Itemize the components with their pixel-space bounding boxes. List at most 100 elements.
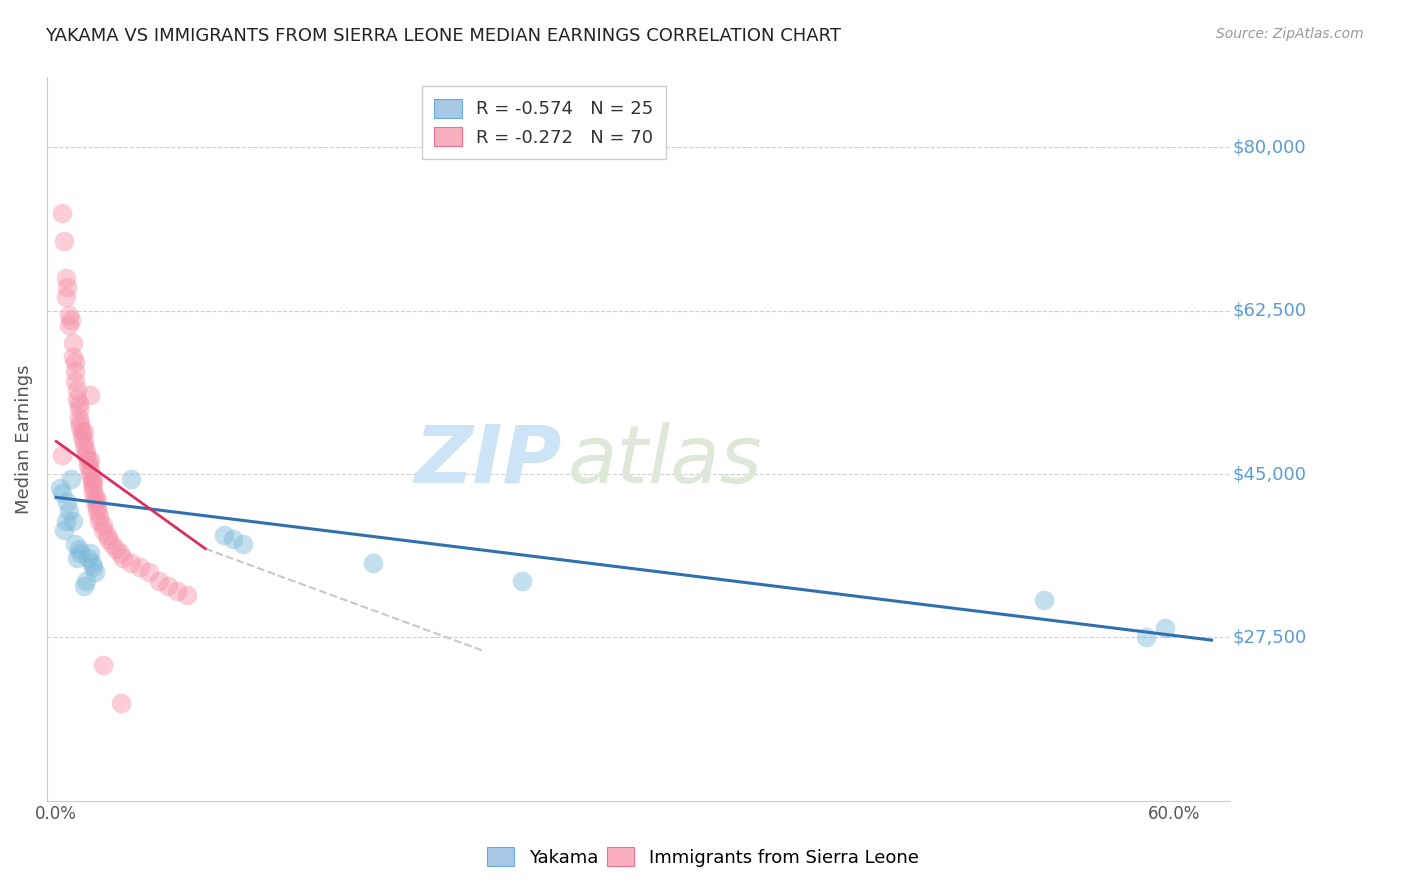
Point [67, 411, 90, 425]
Point [1135, 630, 1157, 644]
Point [82, 481, 104, 495]
Point [69, 546, 91, 560]
Point [156, 579, 179, 593]
Point [55, 271, 77, 285]
Point [58, 504, 80, 518]
Point [80, 556, 103, 570]
Point [120, 472, 142, 486]
Text: $80,000: $80,000 [1233, 138, 1306, 156]
Point [73, 579, 96, 593]
Point [82, 485, 104, 500]
Point [63, 355, 86, 369]
Point [84, 491, 107, 505]
Point [86, 493, 108, 508]
Text: ZIP: ZIP [415, 422, 561, 500]
Text: $45,000: $45,000 [1233, 465, 1306, 483]
Point [97, 533, 120, 547]
Point [49, 481, 72, 495]
Point [73, 425, 96, 439]
Point [75, 443, 97, 458]
Point [86, 504, 108, 518]
Point [120, 556, 142, 570]
Point [80, 476, 103, 491]
Point [66, 383, 89, 397]
Point [87, 514, 110, 528]
Point [361, 556, 384, 570]
Point [60, 472, 83, 486]
Legend: Yakama, Immigrants from Sierra Leone: Yakama, Immigrants from Sierra Leone [479, 840, 927, 874]
Point [51, 448, 73, 462]
Point [55, 290, 77, 304]
Point [63, 374, 86, 388]
Point [55, 514, 77, 528]
Point [79, 453, 101, 467]
Point [84, 565, 107, 579]
Point [67, 541, 90, 556]
Point [67, 397, 90, 411]
Point [73, 434, 96, 449]
Y-axis label: Median Earnings: Median Earnings [15, 364, 32, 514]
Text: atlas: atlas [568, 422, 762, 500]
Point [72, 425, 94, 439]
Legend: R = -0.574   N = 25, R = -0.272   N = 70: R = -0.574 N = 25, R = -0.272 N = 70 [422, 87, 666, 160]
Point [129, 560, 152, 574]
Point [510, 574, 533, 589]
Point [101, 537, 124, 551]
Point [51, 206, 73, 220]
Point [72, 430, 94, 444]
Point [63, 537, 86, 551]
Point [62, 351, 84, 365]
Point [1154, 621, 1177, 635]
Point [62, 514, 84, 528]
Point [58, 318, 80, 332]
Point [112, 551, 135, 566]
Text: $27,500: $27,500 [1233, 628, 1306, 647]
Point [104, 541, 127, 556]
Point [66, 392, 89, 407]
Point [91, 523, 114, 537]
Point [176, 588, 198, 602]
Point [52, 234, 75, 248]
Point [108, 546, 131, 560]
Point [212, 527, 235, 541]
Point [166, 583, 188, 598]
Point [84, 495, 107, 509]
Point [77, 453, 100, 467]
Point [75, 448, 97, 462]
Point [63, 364, 86, 378]
Point [58, 309, 80, 323]
Point [51, 485, 73, 500]
Point [77, 551, 100, 566]
Text: $62,500: $62,500 [1233, 301, 1306, 319]
Point [52, 523, 75, 537]
Text: YAKAMA VS IMMIGRANTS FROM SIERRA LEONE MEDIAN EARNINGS CORRELATION CHART: YAKAMA VS IMMIGRANTS FROM SIERRA LEONE M… [45, 27, 841, 45]
Point [91, 658, 114, 673]
Point [77, 458, 100, 472]
Point [138, 565, 160, 579]
Point [82, 560, 104, 574]
Point [79, 387, 101, 401]
Point [69, 416, 91, 430]
Point [82, 475, 104, 489]
Point [80, 472, 103, 486]
Point [110, 696, 132, 710]
Point [87, 508, 110, 523]
Point [79, 467, 101, 481]
Point [56, 495, 79, 509]
Point [75, 574, 97, 589]
Point [69, 420, 91, 434]
Point [222, 533, 245, 547]
Point [56, 280, 79, 294]
Point [73, 439, 96, 453]
Point [96, 527, 118, 541]
Point [60, 313, 83, 327]
Text: Source: ZipAtlas.com: Source: ZipAtlas.com [1216, 27, 1364, 41]
Point [62, 336, 84, 351]
Point [91, 518, 114, 533]
Point [1032, 593, 1054, 607]
Point [232, 537, 254, 551]
Point [148, 574, 170, 589]
Point [67, 401, 90, 416]
Point [86, 500, 108, 514]
Point [66, 551, 89, 566]
